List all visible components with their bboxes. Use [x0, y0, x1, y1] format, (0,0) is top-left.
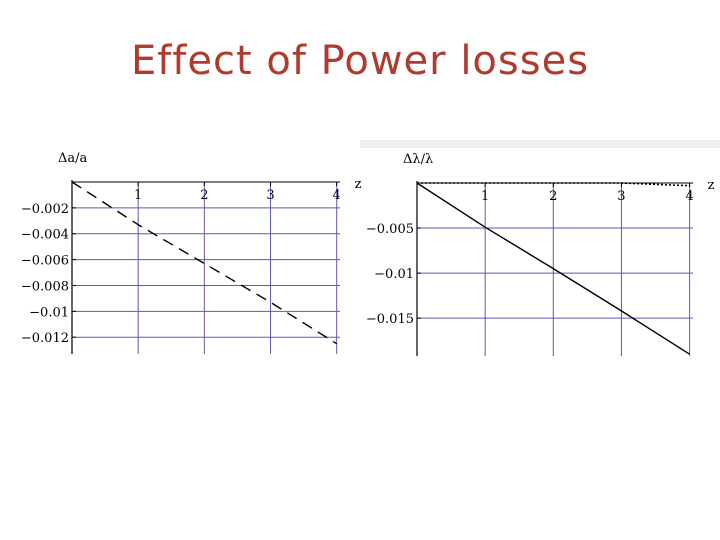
- y-tick-label: −0.015: [366, 312, 414, 327]
- x-tick-label: 3: [266, 188, 274, 203]
- series-line-dashed: [71, 181, 338, 345]
- chart-delta-lambda: 1 2 3 4 −0.005 −0.01 −0.015 Δλ/λ z: [360, 140, 720, 356]
- x-axis-label: z: [355, 177, 362, 192]
- y-axis-label: Δa/a: [58, 151, 88, 166]
- series-line-dotted: [417, 182, 690, 187]
- slide-title: Effect of Power losses: [130, 38, 590, 84]
- x-tick-label: 4: [333, 188, 341, 203]
- y-tick-label: −0.005: [366, 222, 414, 237]
- x-tick-label: 4: [685, 189, 693, 204]
- x-tick-label: 1: [134, 188, 142, 203]
- y-tick-label: −0.01: [29, 305, 69, 320]
- x-tick-label: 1: [481, 189, 489, 204]
- x-tick-label: 2: [549, 189, 557, 204]
- chart-delta-a: 1 2 3 4 −0.002 −0.004 −0.006 −0.008 −0.01 −0.012 Δ…: [21, 151, 362, 354]
- x-tick-label: 2: [200, 188, 208, 203]
- y-tick-label: −0.01: [374, 267, 414, 282]
- y-tick-label: −0.004: [21, 228, 69, 243]
- y-tick-label: −0.002: [21, 202, 69, 217]
- panel-edge-shade: [360, 140, 720, 148]
- y-tick-label: −0.008: [21, 279, 69, 294]
- y-axis-label: Δλ/λ: [403, 152, 433, 167]
- series-line-solid: [416, 182, 690, 355]
- x-axis-label: z: [708, 178, 715, 193]
- y-tick-label: −0.012: [21, 331, 69, 346]
- y-tick-label: −0.006: [21, 254, 69, 269]
- x-tick-label: 3: [617, 189, 625, 204]
